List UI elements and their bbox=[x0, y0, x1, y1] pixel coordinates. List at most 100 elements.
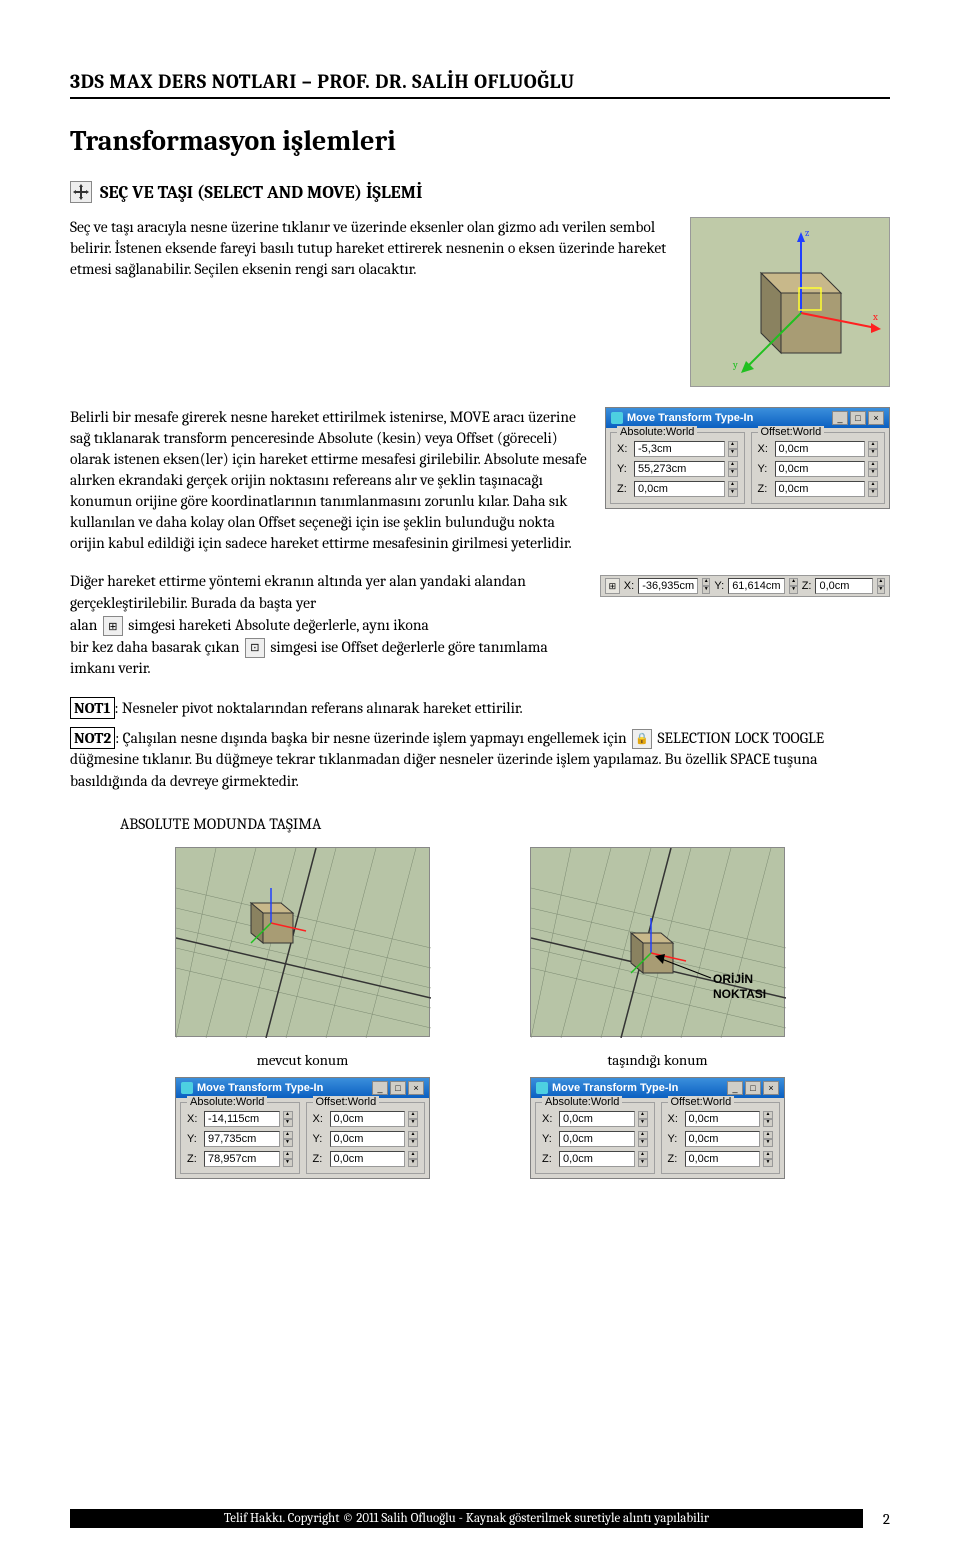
spinner[interactable]: ▲▼ bbox=[868, 441, 878, 457]
origin-label-line1: ORİJİN bbox=[713, 971, 753, 986]
abs-legend: Absolute:World bbox=[617, 426, 697, 438]
y-label: Y: bbox=[714, 580, 724, 592]
coord-section: Diğer hareket ettirme yöntemi ekranın al… bbox=[70, 571, 890, 679]
spinner[interactable]: ▲▼ bbox=[868, 461, 878, 477]
subtitle-row: SEÇ VE TAŞI (SELECT AND MOVE) İŞLEMİ bbox=[70, 181, 890, 203]
offset-world-group: Offset:World X:0,0cm▲▼ Y:0,0cm▲▼ Z:0,0cm… bbox=[751, 432, 886, 504]
move-tool-icon bbox=[70, 181, 92, 203]
spinner[interactable]: ▲▼ bbox=[728, 441, 738, 457]
close-button[interactable]: × bbox=[763, 1081, 779, 1095]
off-x-input[interactable]: 0,0cm bbox=[330, 1111, 406, 1127]
dialog-titlebar[interactable]: Move Transform Type-In _ □ × bbox=[176, 1078, 429, 1098]
spinner[interactable]: ▲▼ bbox=[728, 481, 738, 497]
app-icon bbox=[536, 1082, 548, 1094]
abs-y-input[interactable]: 97,735cm bbox=[204, 1131, 280, 1147]
abs-x-input[interactable]: -14,115cm bbox=[204, 1111, 280, 1127]
minimize-button[interactable]: _ bbox=[832, 411, 848, 425]
absolute-world-group: Absolute:World X:-14,115cm▲▼ Y:97,735cm▲… bbox=[180, 1102, 300, 1174]
page-container: 3DS MAX DERS NOTLARI – PROF. DR. SALİH O… bbox=[0, 0, 960, 1558]
minimize-button[interactable]: _ bbox=[372, 1081, 388, 1095]
before-label: mevcut konum bbox=[257, 1051, 349, 1069]
not2-label: NOT2 bbox=[70, 727, 115, 749]
viewport-after: ORİJİN NOKTASI bbox=[530, 847, 785, 1037]
absolute-mode-heading: ABSOLUTE MODUNDA TAŞIMA bbox=[120, 815, 890, 833]
svg-text:z: z bbox=[805, 227, 809, 239]
abs-y-input[interactable]: 55,273cm bbox=[634, 461, 725, 477]
off-y-input[interactable]: 0,0cm bbox=[330, 1131, 406, 1147]
page-header: 3DS MAX DERS NOTLARI – PROF. DR. SALİH O… bbox=[70, 70, 890, 99]
coordinate-strip: ⊞ X:-36,935cm▲▼ Y:61,614cm▲▼ Z:0,0cm▲▼ bbox=[600, 575, 890, 597]
sub-title: SEÇ VE TAŞI (SELECT AND MOVE) İŞLEMİ bbox=[100, 182, 422, 203]
off-x-input[interactable]: 0,0cm bbox=[775, 441, 866, 457]
move-transform-dialog-main: Move Transform Type-In _ □ × Absolute:Wo… bbox=[605, 407, 890, 509]
spinner[interactable]: ▲▼ bbox=[877, 578, 885, 594]
maximize-button[interactable]: □ bbox=[850, 411, 866, 425]
footer-text: Telif Hakkı. Copyright © 2011 Salih Oflu… bbox=[70, 1509, 863, 1528]
coord-z-input[interactable]: 0,0cm bbox=[815, 578, 872, 594]
z-label: Z: bbox=[802, 580, 812, 592]
not1-paragraph: NOT1: Nesneler pivot noktalarından refer… bbox=[70, 698, 890, 720]
top-paragraph: Seç ve taşı aracıyla nesne üzerine tıkla… bbox=[70, 217, 670, 387]
off-y-input[interactable]: 0,0cm bbox=[685, 1131, 761, 1147]
off-y-input[interactable]: 0,0cm bbox=[775, 461, 866, 477]
abs-z-input[interactable]: 78,957cm bbox=[204, 1151, 280, 1167]
page-number: 2 bbox=[883, 1510, 890, 1528]
coord-y-input[interactable]: 61,614cm bbox=[728, 578, 785, 594]
origin-label-line2: NOKTASI bbox=[713, 987, 766, 1001]
not1-label: NOT1 bbox=[70, 697, 115, 719]
close-button[interactable]: × bbox=[868, 411, 884, 425]
bottom-comparison: mevcut konum Move Transform Type-In _ □ … bbox=[70, 847, 890, 1179]
absolute-world-group: Absolute:World X:-5,3cm▲▼ Y:55,273cm▲▼ Z… bbox=[610, 432, 745, 504]
coord-text-3a: bir kez daha basarak çıkan bbox=[70, 638, 243, 656]
move-transform-dialog-right: Move Transform Type-In _ □ × Absolute:Wo… bbox=[530, 1077, 785, 1179]
app-icon bbox=[611, 412, 623, 424]
abs-legend: Absolute:World bbox=[542, 1096, 622, 1108]
svg-text:x: x bbox=[872, 311, 878, 323]
off-z-input[interactable]: 0,0cm bbox=[685, 1151, 761, 1167]
not2-paragraph: NOT2: Çalışılan nesne dışında başka bir … bbox=[70, 728, 890, 793]
abs-z-input[interactable]: 0,0cm bbox=[559, 1151, 635, 1167]
z-label: Z: bbox=[758, 483, 772, 495]
spinner[interactable]: ▲▼ bbox=[868, 481, 878, 497]
top-section: Seç ve taşı aracıyla nesne üzerine tıkla… bbox=[70, 217, 890, 387]
coord-text-2a: alan bbox=[70, 616, 101, 634]
absolute-world-group: Absolute:World X:0,0cm▲▼ Y:0,0cm▲▼ Z:0,0… bbox=[535, 1102, 655, 1174]
maximize-button[interactable]: □ bbox=[390, 1081, 406, 1095]
lock-icon: 🔒 bbox=[632, 729, 652, 749]
maximize-button[interactable]: □ bbox=[745, 1081, 761, 1095]
dialog-title: Move Transform Type-In bbox=[552, 1082, 678, 1094]
app-icon bbox=[181, 1082, 193, 1094]
close-button[interactable]: × bbox=[408, 1081, 424, 1095]
abs-z-input[interactable]: 0,0cm bbox=[634, 481, 725, 497]
spinner[interactable]: ▲▼ bbox=[728, 461, 738, 477]
not1-text: : Nesneler pivot noktalarından referans … bbox=[115, 699, 523, 717]
abs-x-input[interactable]: 0,0cm bbox=[559, 1111, 635, 1127]
y-label: Y: bbox=[617, 463, 631, 475]
dialog-titlebar[interactable]: Move Transform Type-In _ □ × bbox=[531, 1078, 784, 1098]
x-label: X: bbox=[758, 443, 772, 455]
offset-world-group: Offset:World X:0,0cm▲▼ Y:0,0cm▲▼ Z:0,0cm… bbox=[306, 1102, 426, 1174]
abs-x-input[interactable]: -5,3cm bbox=[634, 441, 725, 457]
dialog-titlebar[interactable]: Move Transform Type-In _ □ × bbox=[606, 408, 889, 428]
main-title: Transformasyon işlemleri bbox=[70, 125, 890, 157]
coord-x-input[interactable]: -36,935cm bbox=[638, 578, 698, 594]
offset-world-group: Offset:World X:0,0cm▲▼ Y:0,0cm▲▼ Z:0,0cm… bbox=[661, 1102, 781, 1174]
coord-text-1: Diğer hareket ettirme yöntemi ekranın al… bbox=[70, 572, 526, 612]
absolute-toggle-icon[interactable]: ⊞ bbox=[605, 578, 620, 594]
minimize-button[interactable]: _ bbox=[727, 1081, 743, 1095]
off-z-input[interactable]: 0,0cm bbox=[330, 1151, 406, 1167]
abs-y-input[interactable]: 0,0cm bbox=[559, 1131, 635, 1147]
not2-text-a: : Çalışılan nesne dışında başka bir nesn… bbox=[115, 729, 630, 747]
coord-text-2b: simgesi hareketi Absolute değerlerle, ay… bbox=[128, 616, 428, 634]
mid-paragraph: Belirli bir mesafe girerek nesne hareket… bbox=[70, 407, 587, 553]
off-x-input[interactable]: 0,0cm bbox=[685, 1111, 761, 1127]
spinner[interactable]: ▲▼ bbox=[789, 578, 797, 594]
off-z-input[interactable]: 0,0cm bbox=[775, 481, 866, 497]
viewport-before bbox=[175, 847, 430, 1037]
dialog-title: Move Transform Type-In bbox=[627, 412, 753, 424]
off-legend: Offset:World bbox=[758, 426, 825, 438]
y-label: Y: bbox=[758, 463, 772, 475]
spinner[interactable]: ▲▼ bbox=[702, 578, 710, 594]
dialog-title: Move Transform Type-In bbox=[197, 1082, 323, 1094]
off-legend: Offset:World bbox=[313, 1096, 380, 1108]
